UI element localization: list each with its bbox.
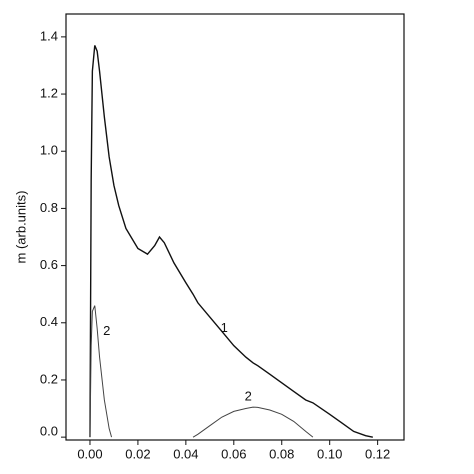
x-tick-label: 0.10 [317, 446, 342, 461]
line-series [89, 45, 373, 438]
x-tick-label: 0.06 [221, 446, 246, 461]
y-tick-label: 1.2 [40, 85, 58, 100]
y-tick-label: 1.4 [40, 28, 58, 43]
x-tick-label: 0.00 [77, 446, 102, 461]
x-tick-label: 0.04 [173, 446, 198, 461]
plot-frame [65, 13, 405, 441]
line-series [89, 305, 314, 438]
series-label: 1 [221, 320, 228, 335]
y-axis-label: m (arb.units) [13, 191, 28, 264]
series-label: 2 [245, 389, 252, 404]
y-tick-label: 0.2 [40, 371, 58, 386]
y-tick-label: 0.6 [40, 257, 58, 272]
series-label: 2 [103, 323, 110, 338]
y-tick-label: 0.8 [40, 200, 58, 215]
y-tick-label: 0.4 [40, 314, 58, 329]
y-tick-label: 1.0 [40, 143, 58, 158]
x-tick-label: 0.12 [365, 446, 390, 461]
y-tick-label: 0.0 [40, 423, 58, 438]
x-tick-label: 0.08 [269, 446, 294, 461]
x-tick-label: 0.02 [125, 446, 150, 461]
